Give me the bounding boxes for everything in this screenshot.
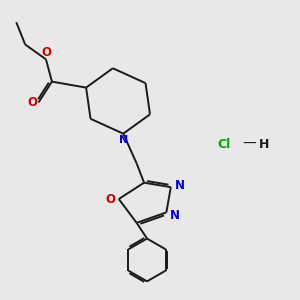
Text: O: O [27,96,37,109]
Text: H: H [259,138,270,151]
Text: N: N [175,179,185,192]
Text: N: N [170,209,180,222]
Text: Cl: Cl [218,138,231,151]
Text: N: N [118,135,128,145]
Text: —: — [243,137,256,151]
Text: O: O [106,193,116,206]
Text: O: O [41,46,51,59]
